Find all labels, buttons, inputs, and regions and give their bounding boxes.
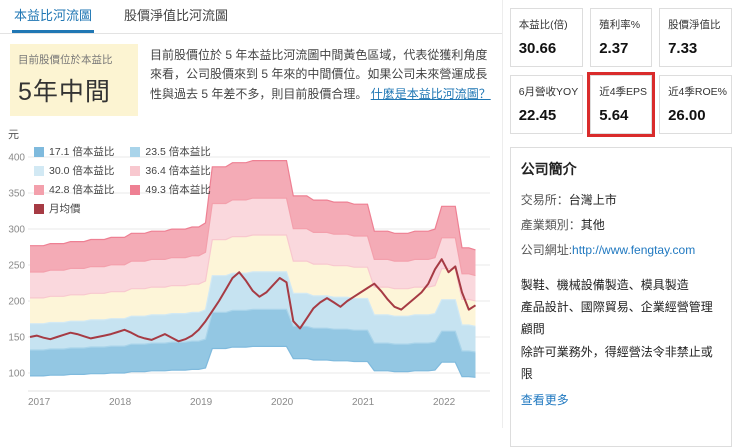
y-tick-label: 250 xyxy=(8,261,25,272)
chart-legend: 17.1 倍本益比 23.5 倍本益比 30.0 倍本益比 36.4 倍本益比 42.8… xyxy=(34,144,211,216)
pe-band-0 xyxy=(30,309,476,378)
valuation-badge-level: 5年中間 xyxy=(18,78,111,106)
legend-swatch xyxy=(130,184,141,195)
legend-swatch xyxy=(130,165,141,176)
business-line: 除許可業務外，得經營法令非禁止或限 xyxy=(520,344,713,381)
metric-card-2[interactable]: 股價淨值比 7.33 xyxy=(659,8,732,67)
company-field-value: 其他 xyxy=(580,218,605,232)
legend-item-5[interactable]: 49.3 倍本益比 xyxy=(130,182,211,197)
y-tick-label: 400 xyxy=(8,153,25,164)
legend-label: 17.1 倍本益比 xyxy=(49,146,115,158)
legend-swatch xyxy=(34,146,44,157)
pe-band-3 xyxy=(30,198,476,301)
legend-label: 30.0 倍本益比 xyxy=(49,165,115,177)
summary-panel: 本益比(倍) 30.66 殖利率% 2.37 股價淨值比 7.33 6月營收YOY 22.45… xyxy=(501,0,740,447)
company-profile-title: 公司簡介 xyxy=(520,161,577,177)
pe-river-svg: 100 150 200 250 300 350 400 元 2017 2018 2019 2020 20… xyxy=(8,129,490,408)
pe-boundary-line-1 xyxy=(30,308,476,353)
legend-swatch xyxy=(34,203,44,214)
legend-item-6[interactable]: 月均價 xyxy=(34,201,114,216)
tab-pe-river[interactable]: 本益比河流圖 xyxy=(12,0,95,33)
metric-value: 30.66 xyxy=(518,40,557,57)
view-more-link[interactable]: 查看更多 xyxy=(520,392,569,407)
valuation-description-text: 目前股價位於 5 年本益比河流圖中間黃色區域，代表從獲利角度來看，公司股價來到 … xyxy=(150,48,488,101)
y-tick-label: 300 xyxy=(8,225,25,236)
metric-card-5[interactable]: 近4季ROE% 26.00 xyxy=(659,75,732,134)
metric-label: 股價淨值比 xyxy=(668,19,721,31)
x-tick-label: 2020 xyxy=(271,397,294,408)
metric-value: 5.64 xyxy=(599,107,629,124)
company-field-label: 產業類別： xyxy=(520,218,581,232)
metric-value: 7.33 xyxy=(668,40,698,57)
valuation-badge: 目前股價位於本益比 5年中間 xyxy=(10,44,138,116)
legend-item-4[interactable]: 42.8 倍本益比 xyxy=(34,182,114,197)
pe-band-2 xyxy=(30,235,476,327)
pe-boundary-line-0 xyxy=(30,345,476,378)
valuation-badge-context: 目前股價位於本益比 xyxy=(18,54,113,66)
company-field: 交易所：台灣上市 xyxy=(521,191,721,208)
chart-tabs: 本益比河流圖 股價淨值比河流圖 xyxy=(0,0,502,34)
pe-band-4 xyxy=(30,160,476,276)
legend-item-3[interactable]: 36.4 倍本益比 xyxy=(130,163,211,178)
valuation-assessment: 目前股價位於本益比 5年中間 目前股價位於 5 年本益比河流圖中間黃色區域，代表… xyxy=(0,34,502,118)
pe-boundary-line-3 xyxy=(30,234,476,302)
x-tick-label: 2019 xyxy=(190,397,213,408)
legend-swatch xyxy=(34,184,44,195)
legend-label: 23.5 倍本益比 xyxy=(145,146,211,158)
legend-label: 49.3 倍本益比 xyxy=(145,184,211,196)
metric-value: 22.45 xyxy=(518,107,557,124)
metric-label: 近4季EPS xyxy=(599,86,648,98)
metric-label: 6月營收YOY xyxy=(518,86,579,98)
y-tick-label: 200 xyxy=(8,297,25,308)
y-tick-label: 150 xyxy=(8,333,25,344)
metric-value: 2.37 xyxy=(599,40,629,57)
metric-card-1[interactable]: 殖利率% 2.37 xyxy=(590,8,653,67)
company-profile-card: 公司簡介 交易所：台灣上市 產業類別：其他 公司網址:http://www.feng… xyxy=(509,147,732,447)
monthly-price-line xyxy=(29,258,477,343)
metric-card-4[interactable]: 近4季EPS 5.64 xyxy=(587,72,656,137)
company-field-label: 公司網址: xyxy=(520,243,573,257)
legend-swatch xyxy=(130,146,141,157)
company-field-value: 台灣上市 xyxy=(568,193,617,207)
business-line: 產品設計、國際貿易、企業經營管理顧問 xyxy=(520,300,713,337)
metric-value: 26.00 xyxy=(668,107,706,124)
pe-boundary-line-4 xyxy=(30,197,476,277)
pe-river-chart: 100 150 200 250 300 350 400 元 2017 2018 2019 2020 20… xyxy=(0,120,502,416)
metric-label: 本益比(倍) xyxy=(518,19,568,31)
company-field: 公司網址:http://www.fengtay.com xyxy=(521,241,721,258)
pe-boundary-line-2 xyxy=(30,271,476,327)
metrics-grid: 本益比(倍) 30.66 殖利率% 2.37 股價淨值比 7.33 6月營收YOY 22.45… xyxy=(509,8,732,137)
y-tick-label: 350 xyxy=(8,189,25,200)
x-tick-label: 2021 xyxy=(352,397,375,408)
legend-label: 42.8 倍本益比 xyxy=(49,184,115,196)
y-axis-unit-label: 元 xyxy=(8,129,19,141)
metric-card-0[interactable]: 本益比(倍) 30.66 xyxy=(509,8,584,67)
y-tick-label: 100 xyxy=(8,369,25,380)
x-tick-label: 2022 xyxy=(433,397,456,408)
legend-item-2[interactable]: 30.0 倍本益比 xyxy=(34,163,114,178)
x-tick-label: 2018 xyxy=(109,397,132,408)
pe-river-panel: 本益比河流圖 股價淨值比河流圖 目前股價位於本益比 5年中間 目前股價位於 5 年… xyxy=(0,0,502,416)
company-fields: 交易所：台灣上市 產業類別：其他 公司網址:http://www.fengtay.c… xyxy=(521,191,721,258)
pe-boundary-line-5 xyxy=(30,159,476,251)
business-line: 製鞋、機械設備製造、模具製造 xyxy=(520,278,689,292)
metric-label: 殖利率% xyxy=(599,19,641,31)
legend-swatch xyxy=(34,165,44,176)
metric-label: 近4季ROE% xyxy=(668,86,727,98)
company-field: 產業類別：其他 xyxy=(521,216,721,233)
x-tick-label: 2017 xyxy=(28,397,51,408)
business-description: 製鞋、機械設備製造、模具製造產品設計、國際貿易、企業經營管理顧問 除許可業務外，得… xyxy=(521,274,721,385)
what-is-pe-river-link[interactable]: 什麼是本益比河流圖？ xyxy=(370,86,491,101)
company-website-link[interactable]: http://www.fengtay.com xyxy=(572,243,696,257)
metric-card-3[interactable]: 6月營收YOY 22.45 xyxy=(509,75,584,134)
tab-pb-river[interactable]: 股價淨值比河流圖 xyxy=(124,8,229,23)
valuation-description: 目前股價位於 5 年本益比河流圖中間黃色區域，代表從獲利角度來看，公司股價來到 … xyxy=(150,44,492,116)
legend-item-0[interactable]: 17.1 倍本益比 xyxy=(34,144,114,159)
legend-label: 月均價 xyxy=(49,203,81,215)
company-field-label: 交易所： xyxy=(520,193,569,207)
pe-band-1 xyxy=(30,271,476,352)
legend-item-1[interactable]: 23.5 倍本益比 xyxy=(130,144,211,159)
legend-label: 36.4 倍本益比 xyxy=(145,165,211,177)
